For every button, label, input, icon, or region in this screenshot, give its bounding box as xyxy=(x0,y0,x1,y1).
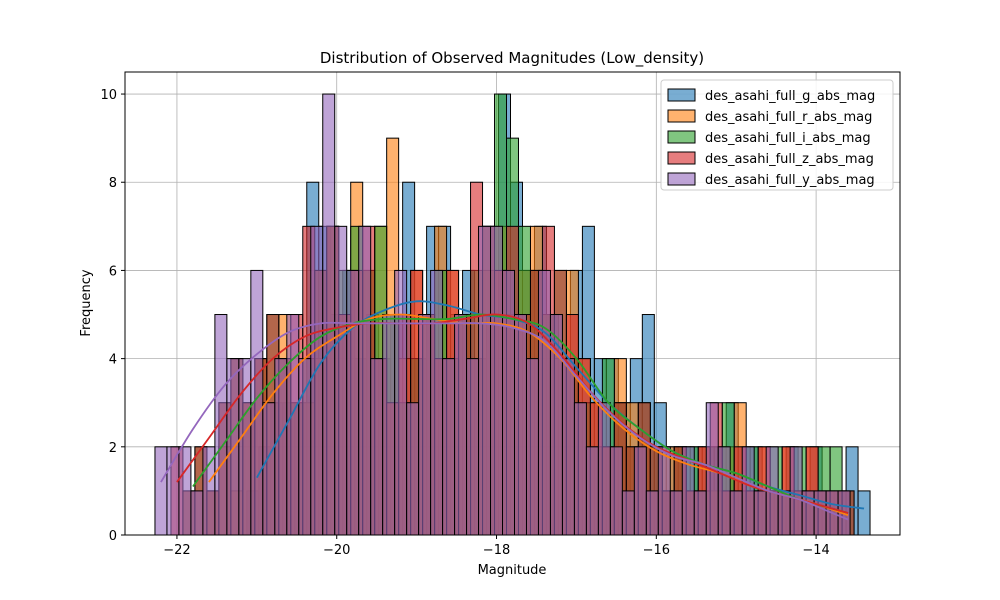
histogram-bar xyxy=(310,225,324,536)
histogram-bar xyxy=(322,93,336,536)
histogram-bar xyxy=(813,490,827,536)
histogram-bar xyxy=(358,225,372,536)
histogram-bars xyxy=(154,93,871,536)
histogram-bar xyxy=(537,269,551,536)
kde-curve xyxy=(160,321,849,521)
histogram-bar xyxy=(573,402,587,536)
histogram-bar xyxy=(442,358,456,536)
histogram-bar xyxy=(298,358,312,536)
y-tick-label: 2 xyxy=(109,441,117,456)
legend-swatch xyxy=(667,151,696,165)
legend-label: des_asahi_full_z_abs_mag xyxy=(705,152,874,167)
histogram-bar xyxy=(717,446,731,536)
legend-label: des_asahi_full_y_abs_mag xyxy=(705,173,875,188)
histogram-bar xyxy=(561,358,575,536)
histogram-bar xyxy=(609,446,623,536)
histogram-bar xyxy=(502,269,515,536)
histogram-bar xyxy=(585,446,599,536)
kde-curve xyxy=(176,313,849,514)
histogram-bar xyxy=(657,446,671,536)
legend-swatch xyxy=(667,88,696,102)
histogram-bar xyxy=(454,314,468,536)
histogram-bar xyxy=(857,490,871,536)
histogram-bar xyxy=(693,490,707,536)
histogram-bar xyxy=(226,358,240,536)
histogram-bar xyxy=(513,314,527,536)
legend-swatch xyxy=(667,109,696,123)
legend-label: des_asahi_full_g_abs_mag xyxy=(705,89,875,104)
histogram-bar xyxy=(154,446,168,536)
histogram-bar xyxy=(466,358,480,536)
histogram-bar xyxy=(178,446,192,536)
histogram-bar xyxy=(597,402,611,536)
histogram-bar xyxy=(286,314,300,536)
x-tick-label: −18 xyxy=(483,543,510,558)
y-tick-label: 8 xyxy=(109,176,117,191)
histogram-bar xyxy=(645,490,659,536)
histogram-bar xyxy=(621,490,635,536)
y-axis-label: Frequency xyxy=(79,269,94,336)
x-axis-label: Magnitude xyxy=(478,563,547,578)
histogram-bar xyxy=(382,314,396,536)
histogram-bar xyxy=(729,490,743,536)
y-tick-label: 0 xyxy=(109,529,117,544)
x-tick-label: −20 xyxy=(323,543,350,558)
histogram-bar xyxy=(370,358,384,536)
histogram-bar xyxy=(753,490,767,536)
legend-box xyxy=(660,79,894,191)
histogram-bar xyxy=(418,314,432,536)
histogram-bar xyxy=(669,490,683,536)
legend-swatch xyxy=(667,172,696,186)
y-axis-ticks: 0 2 4 6 8 10 xyxy=(100,88,125,544)
histogram-bar xyxy=(478,225,492,536)
histogram-bar xyxy=(633,446,647,536)
histogram-bar xyxy=(214,314,228,536)
histogram-bar xyxy=(430,269,444,536)
y-tick-label: 6 xyxy=(109,264,117,279)
legend: des_asahi_full_g_abs_mag des_asahi_full_r… xyxy=(660,79,894,191)
x-tick-label: −14 xyxy=(802,543,829,558)
histogram-bar xyxy=(190,490,204,536)
histogram-bar xyxy=(777,490,791,536)
kde-curve xyxy=(192,313,849,514)
histogram-bar xyxy=(394,269,408,536)
histogram-bar xyxy=(262,402,276,536)
legend-label: des_asahi_full_r_abs_mag xyxy=(705,110,872,125)
histogram-bar xyxy=(346,269,360,536)
x-axis-ticks: −22 −20 −18 −16 −14 xyxy=(163,535,830,558)
histogram-bar xyxy=(334,225,348,536)
histogram-bar xyxy=(406,402,420,536)
histogram-bar xyxy=(741,446,755,536)
histogram-bar xyxy=(789,446,803,536)
histogram-bar xyxy=(525,358,539,536)
x-tick-label: −22 xyxy=(163,543,190,558)
histogram-bar xyxy=(490,225,504,536)
y-tick-label: 10 xyxy=(100,88,117,103)
kde-curves xyxy=(160,300,865,521)
x-tick-label: −16 xyxy=(643,543,670,558)
chart-title: Distribution of Observed Magnitudes (Low… xyxy=(320,49,704,68)
legend-swatch xyxy=(667,130,696,144)
plot-area-frame xyxy=(124,71,901,536)
y-tick-label: 4 xyxy=(109,353,117,368)
legend-label: des_asahi_full_i_abs_mag xyxy=(705,131,871,146)
